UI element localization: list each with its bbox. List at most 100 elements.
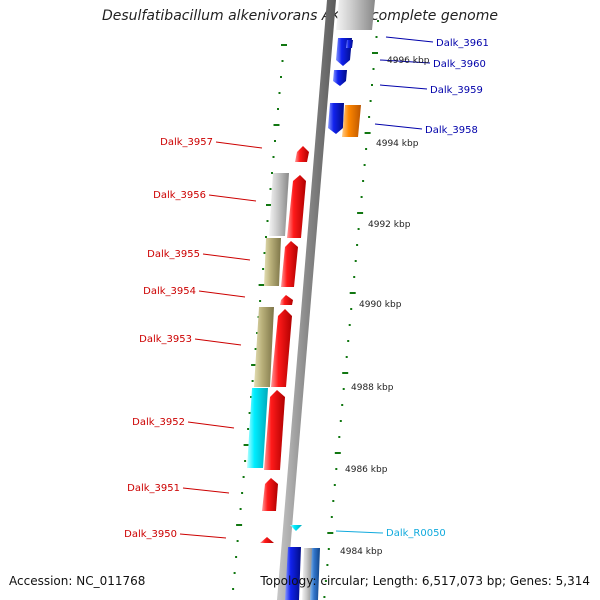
gene-labels: Dalk_3961 Dalk_3960 Dalk_3959 Dalk_3958 Dalk… <box>124 38 489 540</box>
tick-mark <box>357 228 360 230</box>
tick-mark <box>236 524 243 526</box>
rna-dalk-r0050 <box>290 525 302 531</box>
tick-mark <box>360 196 363 198</box>
map-title: Desulfatibacillum alkenivorans AK-01, co… <box>101 8 499 24</box>
gene-arrow-dalk-3960 <box>346 40 353 48</box>
tick-mark <box>280 76 282 78</box>
tick-mark <box>363 164 366 166</box>
label-leader-line <box>374 123 423 130</box>
gene-arrow-dalk-3953 <box>271 309 292 387</box>
tick-mark <box>250 396 253 398</box>
backbone <box>277 0 336 600</box>
label-leader-line <box>182 487 230 494</box>
gene-arrow-dalk-3957 <box>295 146 309 162</box>
label-leader-line <box>379 59 431 64</box>
tick-mark <box>365 148 368 150</box>
tick-mark <box>274 140 276 142</box>
tick-mark <box>342 388 345 390</box>
tick-mark <box>323 596 326 598</box>
gene-arrow-bottom-blue <box>285 547 301 600</box>
tick-mark <box>242 476 245 478</box>
tick-mark <box>244 460 247 462</box>
tick-mark <box>341 404 344 406</box>
tick-mark <box>254 348 257 350</box>
tick-mark <box>349 292 356 294</box>
tick-mark <box>353 276 356 278</box>
tick-mark <box>335 468 338 470</box>
tick-mark <box>326 564 329 566</box>
gene-block-dalk-3953-khaki <box>254 307 274 387</box>
gene-block-dalk-3956-gray <box>269 173 289 236</box>
gene-label: Dalk_3960 <box>433 59 486 70</box>
tick-mark <box>345 356 348 358</box>
gene-arrow-dalk-3955 <box>281 241 298 287</box>
gene-label: Dalk_3952 <box>132 417 185 428</box>
gene-label: Dalk_3959 <box>430 85 483 96</box>
tick-mark <box>369 100 372 102</box>
accession-text: Accession: NC_011768 <box>9 574 146 588</box>
gene-features <box>247 0 375 600</box>
scale-label: 4984 kbp <box>340 547 383 557</box>
tick-mark <box>327 532 334 534</box>
tick-mark <box>281 44 287 46</box>
tick-mark <box>364 132 371 134</box>
tick-mark <box>273 124 280 126</box>
topology-text: Topology: circular; Length: 6,517,073 bp… <box>260 574 590 588</box>
gene-label: Dalk_3961 <box>436 38 489 49</box>
tick-mark <box>265 236 267 238</box>
tick-mark <box>248 412 251 414</box>
tick-mark <box>330 516 333 518</box>
gene-label: Dalk_R0050 <box>386 528 446 539</box>
tick-mark <box>348 324 351 326</box>
label-leader-line <box>198 290 246 298</box>
tick-mark <box>278 92 281 94</box>
gene-arrow-dalk-3959 <box>333 70 347 86</box>
tick-mark <box>251 364 258 366</box>
tick-mark <box>342 372 349 374</box>
tick-mark <box>235 556 238 558</box>
tick-mark <box>334 452 341 454</box>
tick-mark <box>368 116 371 118</box>
tick-mark <box>269 188 272 190</box>
tick-mark <box>357 212 364 214</box>
scale-label: 4986 kbp <box>345 465 388 475</box>
tick-mark <box>281 60 284 62</box>
tick-mark <box>338 436 341 438</box>
tick-mark <box>266 220 269 222</box>
tick-mark <box>247 428 250 430</box>
scale-label: 4994 kbp <box>376 139 419 149</box>
gene-label: Dalk_3956 <box>153 190 206 201</box>
gene-block-dalk-3961-gray <box>336 0 375 30</box>
tick-mark <box>375 36 378 38</box>
scale-label: 4996 kbp <box>387 56 430 66</box>
tick-mark <box>262 268 265 270</box>
label-leader-line <box>335 530 384 534</box>
gene-arrow-dalk-3958 <box>328 103 344 134</box>
gene-arrow-dalk-3952 <box>264 390 285 470</box>
gene-label: Dalk_3958 <box>425 125 478 136</box>
tick-mark <box>327 548 330 550</box>
tick-mark <box>272 156 275 158</box>
tick-mark <box>259 300 262 302</box>
gene-arrow-dalk-3951 <box>262 478 278 511</box>
tick-mark <box>258 284 265 286</box>
gene-arrow-dalk-3956 <box>287 175 306 238</box>
gene-label: Dalk_3957 <box>160 137 213 148</box>
tick-mark <box>251 380 254 382</box>
gene-label: Dalk_3951 <box>127 483 180 494</box>
label-leader-line <box>187 421 235 429</box>
scale-label: 4990 kbp <box>359 300 402 310</box>
left-tick-track <box>232 44 287 590</box>
scale-label: 4992 kbp <box>368 220 411 230</box>
tick-mark <box>243 444 250 446</box>
tick-mark <box>324 580 327 582</box>
tick-mark <box>339 420 342 422</box>
tick-mark <box>256 332 259 334</box>
tick-mark <box>271 172 273 174</box>
tick-mark <box>277 108 279 110</box>
scale-labels: 4996 kbp 4994 kbp 4992 kbp 4990 kbp 4988 kbp… <box>340 56 430 557</box>
gene-block-dalk-3955-khaki <box>264 238 281 286</box>
right-tick-track <box>323 20 379 598</box>
gene-label: Dalk_3950 <box>124 529 177 540</box>
